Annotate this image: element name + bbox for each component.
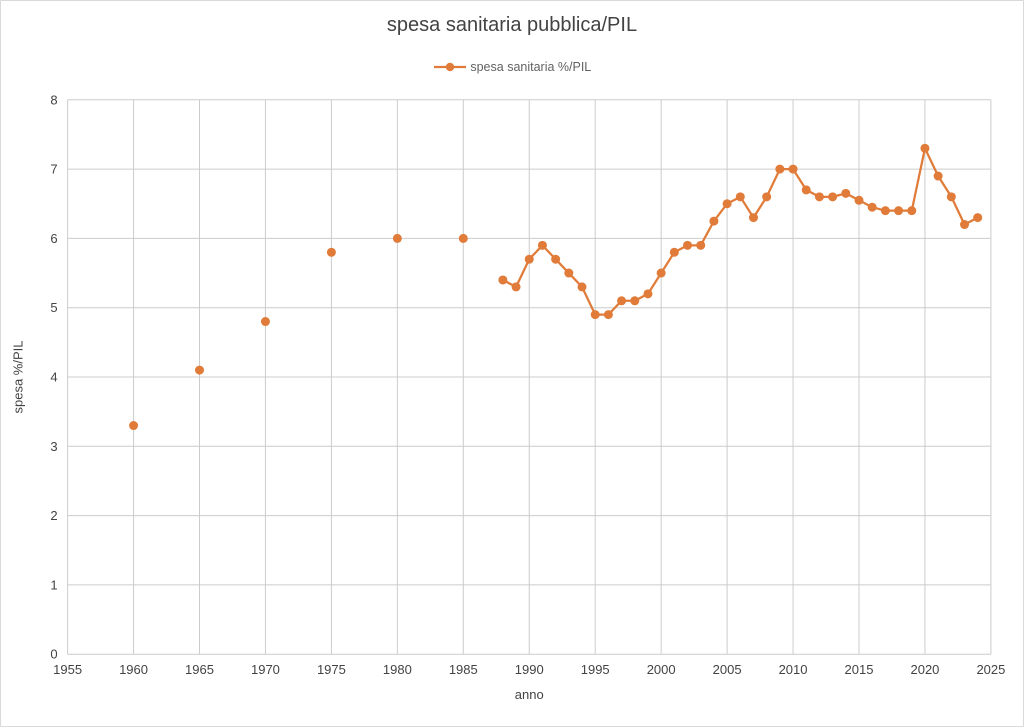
svg-text:2020: 2020 (910, 662, 939, 677)
svg-text:6: 6 (50, 231, 57, 246)
svg-text:anno: anno (515, 687, 544, 702)
svg-text:1990: 1990 (515, 662, 544, 677)
svg-text:1985: 1985 (449, 662, 478, 677)
svg-text:2005: 2005 (713, 662, 742, 677)
svg-text:1995: 1995 (581, 662, 610, 677)
svg-text:2015: 2015 (845, 662, 874, 677)
svg-text:2000: 2000 (647, 662, 676, 677)
svg-text:1980: 1980 (383, 662, 412, 677)
svg-text:1970: 1970 (251, 662, 280, 677)
svg-text:1955: 1955 (53, 662, 82, 677)
svg-text:2: 2 (50, 508, 57, 523)
svg-text:spesa %/PIL: spesa %/PIL (11, 341, 26, 414)
svg-text:2010: 2010 (779, 662, 808, 677)
svg-text:1975: 1975 (317, 662, 346, 677)
svg-text:1: 1 (50, 577, 57, 592)
svg-text:0: 0 (50, 647, 57, 662)
svg-text:5: 5 (50, 300, 57, 315)
svg-text:7: 7 (50, 162, 57, 177)
svg-text:4: 4 (50, 370, 57, 385)
svg-text:1960: 1960 (119, 662, 148, 677)
svg-text:1965: 1965 (185, 662, 214, 677)
svg-text:8: 8 (50, 92, 57, 107)
svg-text:3: 3 (50, 439, 57, 454)
svg-text:2025: 2025 (976, 662, 1005, 677)
